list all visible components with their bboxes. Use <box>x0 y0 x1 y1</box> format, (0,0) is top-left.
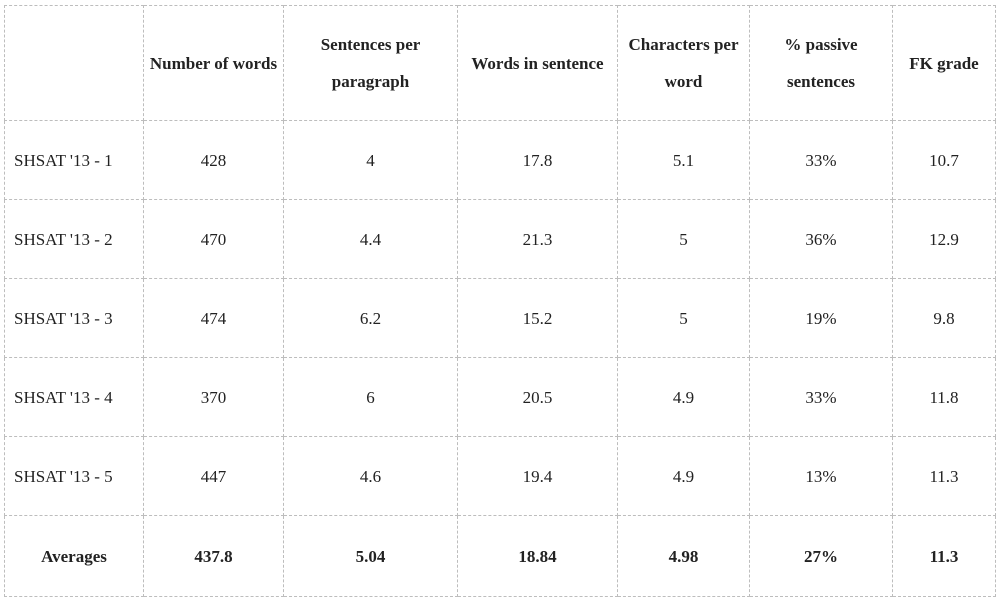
header-characters-per-word: Characters per word <box>617 5 750 121</box>
cell-characters-per-word: 4.9 <box>617 357 750 437</box>
table-row: SHSAT '13 - 1 428 4 17.8 5.1 33% 10.7 <box>4 120 996 200</box>
averages-row: Averages 437.8 5.04 18.84 4.98 27% 11.3 <box>4 515 996 597</box>
table-row: SHSAT '13 - 4 370 6 20.5 4.9 33% 11.8 <box>4 357 996 437</box>
header-fk-grade: FK grade <box>892 5 996 121</box>
row-label: SHSAT '13 - 1 <box>4 120 144 200</box>
cell-sentences-per-paragraph: 4 <box>283 120 458 200</box>
row-label: SHSAT '13 - 2 <box>4 199 144 279</box>
row-label: SHSAT '13 - 3 <box>4 278 144 358</box>
avg-sentences-per-paragraph: 5.04 <box>283 515 458 597</box>
cell-number-of-words: 428 <box>143 120 284 200</box>
cell-sentences-per-paragraph: 6.2 <box>283 278 458 358</box>
cell-characters-per-word: 5.1 <box>617 120 750 200</box>
table-row: SHSAT '13 - 5 447 4.6 19.4 4.9 13% 11.3 <box>4 436 996 516</box>
cell-characters-per-word: 5 <box>617 199 750 279</box>
cell-words-in-sentence: 21.3 <box>457 199 618 279</box>
table-row: SHSAT '13 - 2 470 4.4 21.3 5 36% 12.9 <box>4 199 996 279</box>
cell-number-of-words: 470 <box>143 199 284 279</box>
cell-passive-sentences: 33% <box>749 357 893 437</box>
cell-characters-per-word: 5 <box>617 278 750 358</box>
cell-words-in-sentence: 19.4 <box>457 436 618 516</box>
avg-passive-sentences: 27% <box>749 515 893 597</box>
cell-sentences-per-paragraph: 4.4 <box>283 199 458 279</box>
header-sentences-per-paragraph: Sentences per paragraph <box>283 5 458 121</box>
table-row: SHSAT '13 - 3 474 6.2 15.2 5 19% 9.8 <box>4 278 996 358</box>
cell-sentences-per-paragraph: 6 <box>283 357 458 437</box>
averages-label: Averages <box>4 515 144 597</box>
header-passive-sentences: % passive sentences <box>749 5 893 121</box>
cell-fk-grade: 12.9 <box>892 199 996 279</box>
cell-number-of-words: 474 <box>143 278 284 358</box>
cell-words-in-sentence: 17.8 <box>457 120 618 200</box>
readability-table: Number of words Sentences per paragraph … <box>4 5 996 597</box>
header-number-of-words: Number of words <box>143 5 284 121</box>
cell-number-of-words: 370 <box>143 357 284 437</box>
cell-words-in-sentence: 15.2 <box>457 278 618 358</box>
header-row: Number of words Sentences per paragraph … <box>4 5 996 121</box>
cell-passive-sentences: 13% <box>749 436 893 516</box>
cell-words-in-sentence: 20.5 <box>457 357 618 437</box>
cell-passive-sentences: 33% <box>749 120 893 200</box>
cell-passive-sentences: 19% <box>749 278 893 358</box>
cell-sentences-per-paragraph: 4.6 <box>283 436 458 516</box>
avg-words-in-sentence: 18.84 <box>457 515 618 597</box>
header-words-in-sentence: Words in sentence <box>457 5 618 121</box>
cell-fk-grade: 10.7 <box>892 120 996 200</box>
header-cell-blank <box>4 5 144 121</box>
row-label: SHSAT '13 - 5 <box>4 436 144 516</box>
avg-characters-per-word: 4.98 <box>617 515 750 597</box>
cell-fk-grade: 11.3 <box>892 436 996 516</box>
cell-fk-grade: 11.8 <box>892 357 996 437</box>
cell-passive-sentences: 36% <box>749 199 893 279</box>
cell-fk-grade: 9.8 <box>892 278 996 358</box>
avg-number-of-words: 437.8 <box>143 515 284 597</box>
row-label: SHSAT '13 - 4 <box>4 357 144 437</box>
cell-characters-per-word: 4.9 <box>617 436 750 516</box>
readability-table-container: Number of words Sentences per paragraph … <box>4 5 996 597</box>
avg-fk-grade: 11.3 <box>892 515 996 597</box>
cell-number-of-words: 447 <box>143 436 284 516</box>
